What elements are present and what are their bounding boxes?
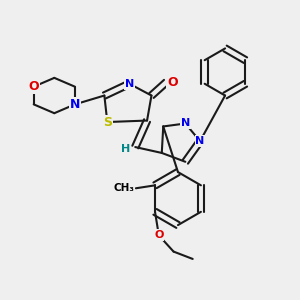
Text: N: N [125, 79, 134, 89]
Text: N: N [70, 98, 80, 111]
Text: N: N [195, 136, 205, 146]
Text: O: O [154, 230, 164, 240]
Text: N: N [181, 118, 190, 128]
Text: CH₃: CH₃ [113, 183, 134, 193]
Text: O: O [28, 80, 39, 93]
Text: S: S [103, 116, 112, 128]
Text: H: H [121, 144, 130, 154]
Text: O: O [167, 76, 178, 89]
